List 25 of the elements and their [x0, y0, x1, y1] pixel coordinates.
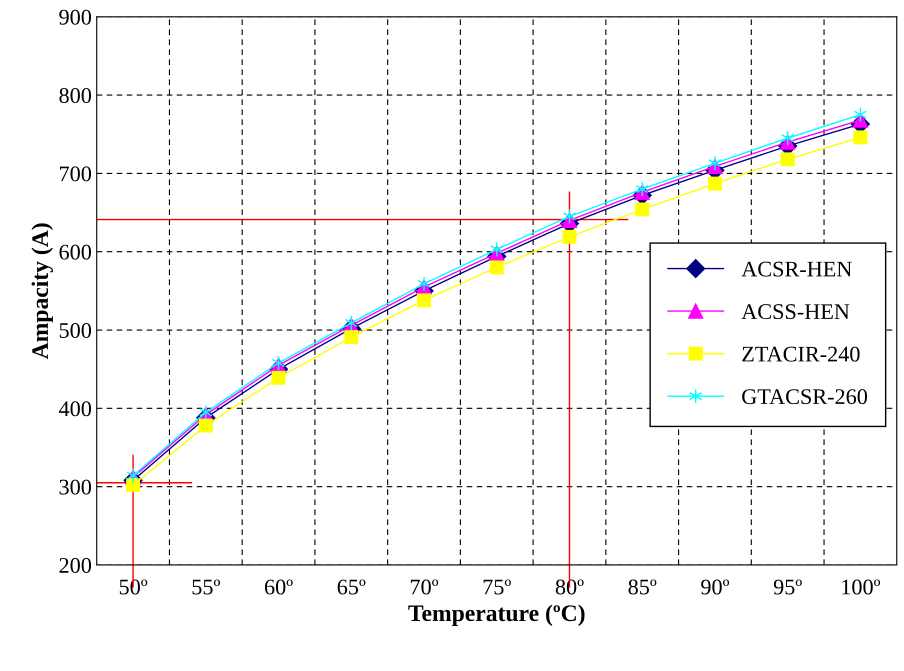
x-tick-label: 75º — [484, 580, 511, 595]
legend-label: ACSS-HEN — [741, 304, 850, 320]
x-tick-label: 70º — [410, 580, 438, 595]
x-tick-label: 55º — [192, 580, 220, 595]
y-tick-label: 300 — [60, 480, 92, 495]
x-tick-label: 85º — [628, 580, 656, 595]
y-tick-label: 200 — [60, 558, 92, 573]
y-tick-label: 700 — [60, 166, 92, 182]
x-tick-label: 80º — [556, 580, 584, 595]
y-tick-label: 500 — [60, 322, 92, 338]
y-tick-label: 800 — [59, 88, 92, 104]
x-tick-label: 50º — [120, 580, 148, 595]
x-tick-label: 100º — [842, 580, 880, 595]
x-axis-title: Temperature (ºC) — [408, 604, 585, 626]
legend-label: GTACSR-260 — [742, 389, 868, 404]
y-tick-label: 600 — [59, 244, 92, 260]
x-tick-label: 65º — [338, 580, 366, 595]
y-axis-title: Ampacity (A) — [32, 223, 53, 360]
y-tick-label: 900 — [59, 10, 92, 25]
x-tick-label: 90º — [701, 580, 730, 595]
x-tick-label: 95º — [774, 580, 802, 595]
y-tick-label: 400 — [58, 401, 92, 416]
legend-label: ZTACIR-240 — [742, 346, 860, 362]
x-tick-label: 60º — [264, 580, 293, 595]
legend-label: ACSR-HEN — [741, 262, 852, 277]
